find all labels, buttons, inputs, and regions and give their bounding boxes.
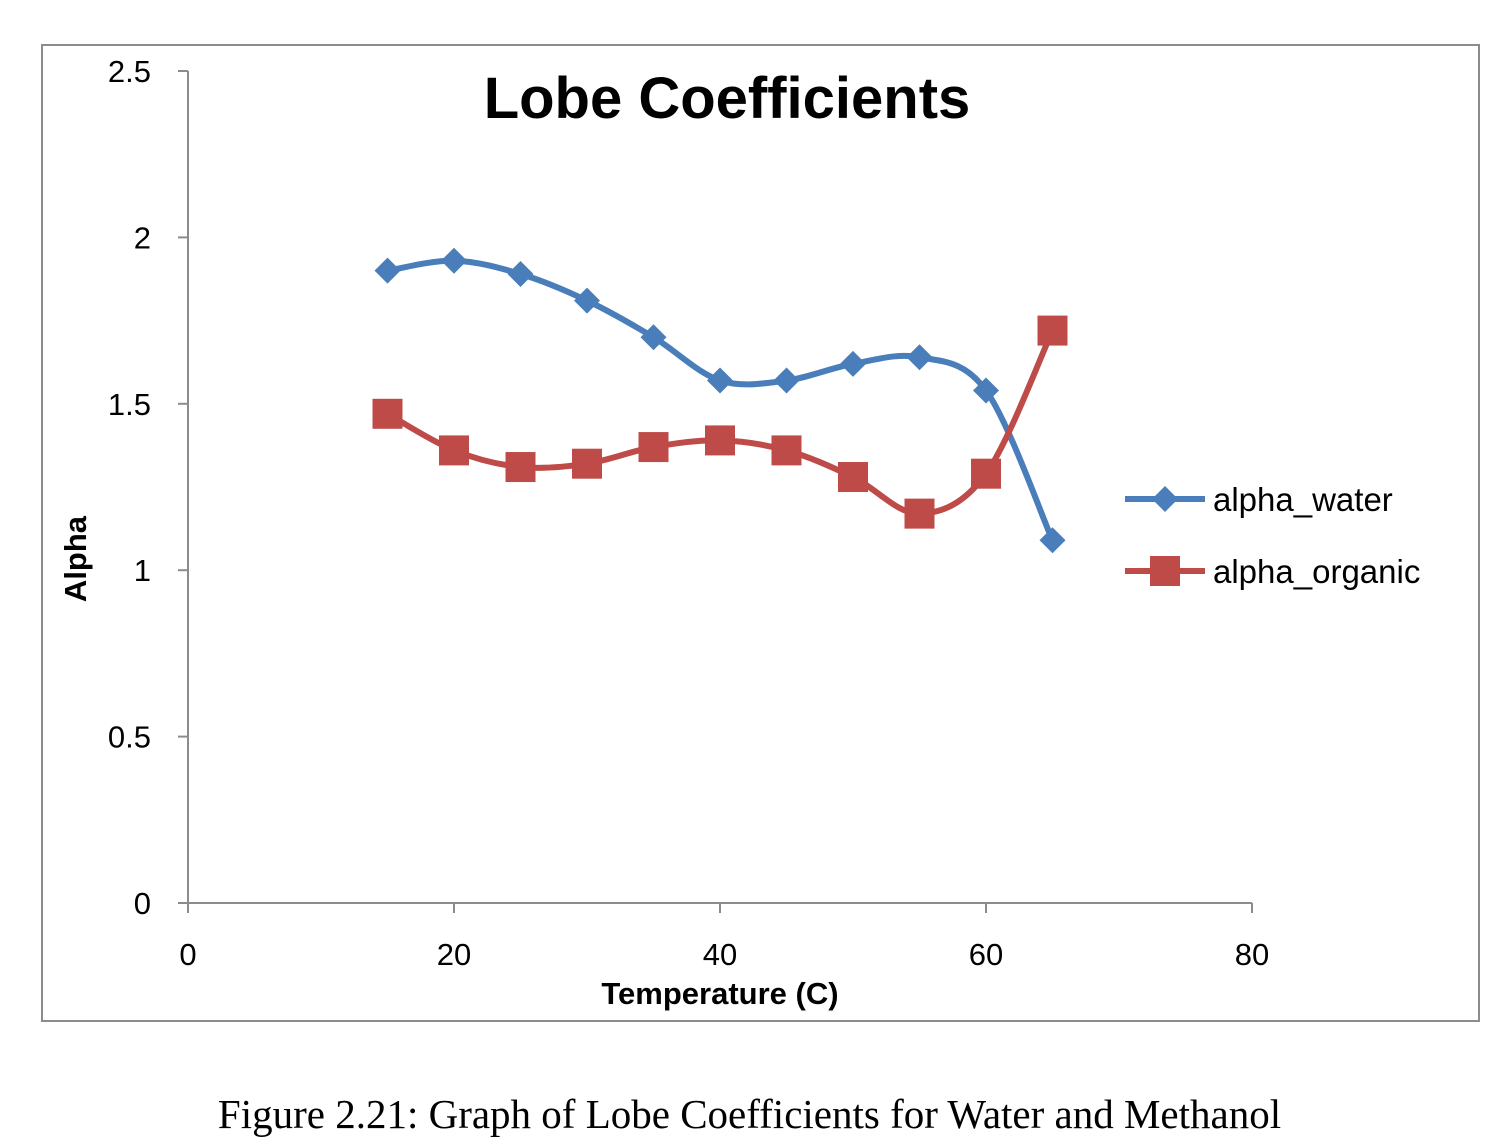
x-tick-label: 0: [179, 937, 196, 972]
data-point-diamond: [773, 367, 800, 394]
series-line: [386, 329, 1056, 517]
axes: 0 0.5 1 1.5 2 2.5 0 20 40 60 80: [108, 54, 1269, 972]
y-axis-title: Alpha: [58, 515, 93, 602]
y-tick-label: 1.5: [108, 387, 151, 422]
line-chart: Lobe Coefficients Temperature (C) Alpha …: [58, 54, 1420, 1011]
data-point-diamond: [640, 324, 667, 351]
legend-marker: [1152, 486, 1178, 512]
x-axis-title: Temperature (C): [601, 976, 838, 1011]
series-alpha_organic: [372, 315, 1068, 529]
data-point-square: [372, 398, 403, 429]
legend: alpha_water alpha_organic: [1125, 481, 1420, 590]
data-point-square: [572, 448, 602, 479]
data-point-diamond: [707, 367, 733, 394]
series-line: [387, 257, 1056, 542]
data-point-square: [439, 435, 469, 466]
data-point-square: [1037, 315, 1068, 346]
data-point-diamond: [574, 287, 600, 314]
y-tick-label: 0: [134, 886, 151, 921]
legend-label: alpha_organic: [1213, 553, 1420, 590]
data-point-diamond: [441, 247, 467, 274]
series-alpha_water: [374, 247, 1066, 554]
x-tick-label: 80: [1235, 937, 1269, 972]
legend-item: alpha_water: [1125, 481, 1393, 518]
data-point-diamond: [1039, 527, 1066, 554]
x-tick-label: 60: [969, 937, 1003, 972]
data-point-square: [505, 452, 536, 483]
y-tick-label: 0.5: [108, 720, 151, 755]
data-point-diamond: [507, 261, 534, 288]
data-point-square: [904, 498, 935, 529]
data-point-square: [705, 425, 735, 456]
x-tick-label: 40: [703, 937, 737, 972]
data-point-square: [838, 462, 868, 493]
data-point-diamond: [973, 377, 999, 404]
data-point-diamond: [906, 344, 933, 371]
y-tick-label: 2: [134, 220, 151, 255]
data-point-square: [971, 458, 1001, 489]
legend-item: alpha_organic: [1125, 553, 1420, 590]
data-point-square: [638, 432, 669, 463]
y-tick-label: 2.5: [108, 54, 151, 89]
data-point-square: [771, 435, 802, 466]
data-point-diamond: [840, 350, 866, 377]
chart-title: Lobe Coefficients: [484, 66, 971, 131]
data-point-diamond: [374, 257, 401, 284]
series-layer: [372, 247, 1068, 554]
y-tick-label: 1: [134, 553, 151, 588]
x-tick-label: 20: [437, 937, 471, 972]
legend-marker: [1150, 556, 1180, 586]
legend-label: alpha_water: [1213, 481, 1393, 518]
figure-caption: Figure 2.21: Graph of Lobe Coefficients …: [217, 1091, 1282, 1137]
chart-frame: Lobe Coefficients Temperature (C) Alpha …: [41, 44, 1480, 1022]
